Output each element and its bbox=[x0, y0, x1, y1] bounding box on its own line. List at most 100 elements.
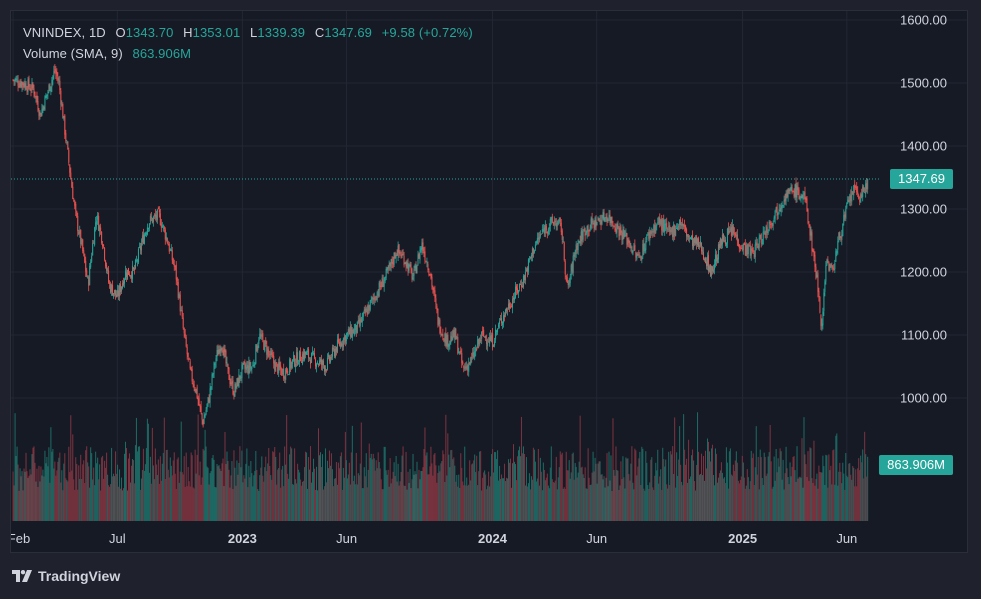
candle-body bbox=[335, 347, 337, 353]
volume-bar bbox=[858, 458, 860, 521]
candle-body bbox=[521, 286, 523, 288]
volume-bar bbox=[778, 466, 780, 521]
candle-body bbox=[701, 242, 703, 252]
candle-body bbox=[201, 413, 203, 420]
candle-body bbox=[346, 332, 348, 336]
candle-body bbox=[536, 237, 538, 244]
volume-bar bbox=[786, 468, 788, 521]
volume-bar bbox=[42, 469, 44, 521]
candle-body bbox=[677, 227, 679, 230]
candle-body bbox=[787, 190, 789, 197]
volume-bar bbox=[775, 449, 777, 521]
candle-body bbox=[462, 361, 464, 365]
volume-bar bbox=[370, 453, 372, 521]
volume-bar bbox=[499, 465, 501, 521]
volume-bar bbox=[254, 470, 256, 521]
volume-bar bbox=[379, 468, 381, 521]
volume-bar bbox=[686, 458, 688, 521]
candle-body bbox=[279, 361, 281, 368]
candle-body bbox=[425, 261, 427, 263]
volume-bar bbox=[619, 485, 621, 521]
interval-label[interactable]: 1D bbox=[88, 25, 106, 40]
volume-bar bbox=[410, 488, 412, 521]
volume-bar bbox=[673, 474, 675, 521]
candle-body bbox=[404, 262, 406, 264]
candle-body bbox=[66, 141, 68, 143]
candle-body bbox=[832, 267, 834, 270]
candle-body bbox=[850, 194, 852, 201]
volume-bar bbox=[150, 483, 152, 521]
volume-bar bbox=[554, 480, 556, 521]
candle-body bbox=[557, 220, 559, 225]
volume-bar bbox=[303, 480, 305, 521]
volume-bar bbox=[151, 427, 153, 521]
candle-body bbox=[380, 285, 382, 287]
volume-bar bbox=[20, 476, 22, 521]
candle-body bbox=[477, 339, 479, 349]
candle-body bbox=[653, 225, 655, 233]
candle-body bbox=[242, 362, 244, 365]
volume-bar bbox=[703, 456, 705, 521]
candle-body bbox=[766, 226, 768, 233]
candle-body bbox=[326, 357, 328, 370]
candle-body bbox=[784, 199, 786, 202]
volume-bar bbox=[312, 472, 314, 521]
volume-label[interactable]: Volume (SMA, 9) bbox=[23, 46, 123, 61]
candle-body bbox=[448, 344, 450, 347]
volume-bar bbox=[145, 448, 147, 521]
volume-bar bbox=[789, 462, 791, 521]
candle-body bbox=[63, 115, 65, 119]
volume-bar bbox=[524, 485, 526, 521]
volume-bar bbox=[63, 463, 65, 521]
candle-body bbox=[205, 410, 207, 415]
candle-body bbox=[839, 231, 841, 239]
candle-body bbox=[361, 316, 363, 323]
volume-bar bbox=[293, 484, 295, 521]
volume-bar bbox=[398, 485, 400, 521]
candle-body bbox=[752, 250, 754, 253]
tradingview-logo-icon bbox=[12, 570, 32, 582]
volume-bar bbox=[74, 489, 76, 521]
volume-bar bbox=[530, 476, 532, 521]
candle-body bbox=[859, 200, 861, 202]
tradingview-brand[interactable]: TradingView bbox=[12, 568, 120, 584]
low-value: 1339.39 bbox=[257, 25, 306, 40]
candle-body bbox=[408, 264, 410, 271]
volume-bar bbox=[126, 490, 128, 521]
candle-body bbox=[709, 264, 711, 277]
candle-body bbox=[120, 284, 122, 293]
candle-body bbox=[419, 249, 421, 261]
volume-bar bbox=[531, 479, 533, 521]
volume-bar bbox=[390, 483, 392, 521]
symbol-label[interactable]: VNINDEX bbox=[23, 25, 82, 40]
volume-bar bbox=[266, 471, 268, 521]
candle-body bbox=[371, 297, 373, 301]
volume-bar bbox=[362, 488, 364, 521]
chart-frame[interactable]: VNINDEX, 1D O1343.70 H1353.01 L1339.39 C… bbox=[10, 10, 968, 553]
candle-body bbox=[342, 338, 344, 348]
candle-body bbox=[274, 362, 276, 371]
volume-bar bbox=[513, 461, 515, 521]
candle-body bbox=[203, 417, 205, 425]
volume-bar bbox=[177, 457, 179, 521]
volume-bar bbox=[70, 415, 72, 521]
volume-bar bbox=[163, 417, 165, 521]
candle-body bbox=[852, 191, 854, 195]
candle-body bbox=[795, 183, 797, 198]
candle-body bbox=[527, 259, 529, 272]
volume-bar bbox=[698, 451, 700, 521]
volume-bar bbox=[320, 467, 322, 521]
volume-bar bbox=[694, 481, 696, 521]
volume-bar bbox=[659, 476, 661, 521]
candle-body bbox=[30, 89, 32, 91]
candle-body bbox=[181, 310, 183, 317]
volume-bar bbox=[866, 476, 868, 521]
volume-bar bbox=[393, 462, 395, 521]
candlestick-chart[interactable] bbox=[11, 11, 968, 553]
volume-bar bbox=[557, 477, 559, 521]
volume-bar bbox=[797, 478, 799, 521]
candle-body bbox=[633, 245, 635, 251]
volume-bar bbox=[734, 460, 736, 521]
volume-bar bbox=[69, 472, 71, 521]
volume-bar bbox=[512, 463, 514, 521]
